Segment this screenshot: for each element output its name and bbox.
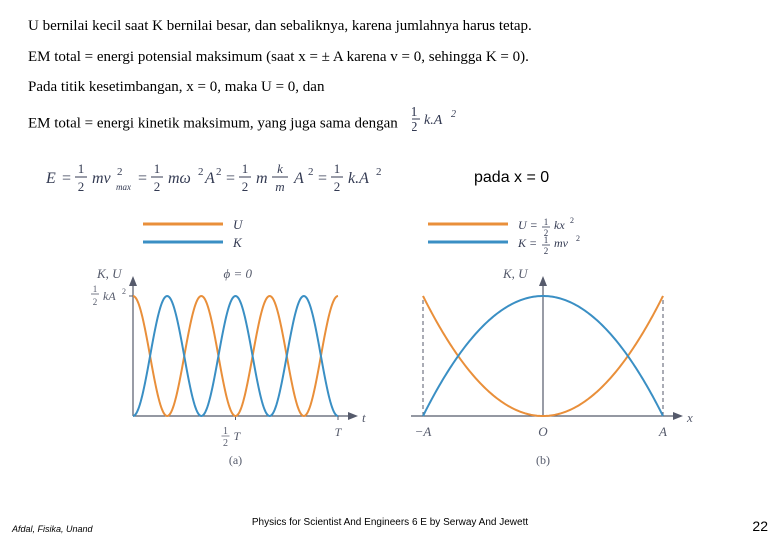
svg-text:1: 1 bbox=[93, 284, 98, 294]
svg-text:2: 2 bbox=[93, 297, 98, 307]
svg-text:2: 2 bbox=[334, 179, 341, 194]
svg-text:mv: mv bbox=[92, 170, 112, 187]
svg-text:2: 2 bbox=[117, 166, 123, 178]
svg-text:1: 1 bbox=[334, 161, 341, 176]
main-equation: E = 1 2 mv 2 max = 1 2 mω 2 A 2 = 1 bbox=[46, 158, 426, 198]
svg-text:A: A bbox=[658, 424, 667, 439]
svg-text:2: 2 bbox=[576, 234, 580, 243]
svg-text:T: T bbox=[335, 425, 343, 439]
svg-text:E: E bbox=[46, 170, 56, 187]
svg-text:m: m bbox=[256, 170, 268, 187]
svg-text:mv: mv bbox=[554, 236, 569, 250]
svg-text:=: = bbox=[318, 170, 327, 187]
svg-text:k.A: k.A bbox=[424, 113, 443, 128]
page-number: 22 bbox=[752, 518, 768, 534]
equation-annotation: pada x = 0 bbox=[474, 169, 549, 187]
svg-text:U: U bbox=[233, 217, 244, 232]
svg-text:1: 1 bbox=[242, 161, 249, 176]
svg-text:t: t bbox=[362, 410, 366, 425]
svg-text:K: K bbox=[232, 235, 243, 250]
svg-text:2: 2 bbox=[242, 179, 249, 194]
svg-text:2: 2 bbox=[308, 166, 314, 178]
svg-text:=: = bbox=[138, 170, 147, 187]
paragraph-2: EM total = energi potensial maksimum (sa… bbox=[28, 43, 752, 72]
svg-text:1: 1 bbox=[544, 235, 549, 245]
svg-text:k: k bbox=[277, 161, 283, 176]
svg-text:2: 2 bbox=[216, 166, 222, 178]
svg-text:U =: U = bbox=[518, 218, 538, 232]
energy-chart: UKU = 12kx2K = 12mv2K, Uϕ = 0t12kA212TT(… bbox=[28, 206, 748, 476]
svg-text:=: = bbox=[226, 170, 235, 187]
svg-text:1: 1 bbox=[544, 217, 549, 227]
svg-text:1: 1 bbox=[412, 105, 418, 120]
svg-text:x: x bbox=[686, 410, 693, 425]
svg-text:2: 2 bbox=[78, 179, 85, 194]
svg-text:2: 2 bbox=[154, 179, 161, 194]
svg-text:1: 1 bbox=[78, 161, 85, 176]
svg-text:2: 2 bbox=[122, 287, 126, 296]
svg-text:2: 2 bbox=[223, 438, 228, 449]
svg-text:1: 1 bbox=[154, 161, 161, 176]
svg-text:O: O bbox=[538, 424, 548, 439]
svg-text:2: 2 bbox=[570, 216, 574, 225]
footer-left: Afdal, Fisika, Unand bbox=[12, 524, 93, 534]
paragraph-4: EM total = energi kinetik maksimum, yang… bbox=[28, 104, 752, 145]
svg-text:T: T bbox=[234, 429, 242, 443]
svg-text:A: A bbox=[204, 170, 215, 187]
svg-text:kA: kA bbox=[103, 289, 116, 303]
main-equation-row: E = 1 2 mv 2 max = 1 2 mω 2 A 2 = 1 bbox=[46, 158, 752, 198]
svg-text:2: 2 bbox=[376, 166, 382, 178]
svg-text:A: A bbox=[293, 170, 304, 187]
svg-text:m: m bbox=[275, 179, 284, 194]
paragraph-1: U bernilai kecil saat K bernilai besar, … bbox=[28, 12, 752, 41]
svg-text:K, U: K, U bbox=[96, 266, 123, 281]
svg-text:(a): (a) bbox=[229, 453, 242, 467]
svg-text:2: 2 bbox=[451, 109, 456, 120]
svg-text:1: 1 bbox=[223, 426, 228, 437]
figure-area: UKU = 12kx2K = 12mv2K, Uϕ = 0t12kA212TT(… bbox=[28, 206, 752, 481]
svg-text:2: 2 bbox=[544, 246, 549, 256]
svg-text:kx: kx bbox=[554, 218, 565, 232]
svg-text:2: 2 bbox=[198, 166, 204, 178]
svg-text:K =: K = bbox=[517, 236, 537, 250]
svg-text:−A: −A bbox=[415, 424, 432, 439]
svg-text:K, U: K, U bbox=[502, 266, 529, 281]
svg-text:mω: mω bbox=[168, 170, 191, 187]
paragraph-3: Pada titik kesetimbangan, x = 0, maka U … bbox=[28, 73, 752, 102]
footer-center: Physics for Scientist And Engineers 6 E … bbox=[252, 517, 528, 528]
svg-text:=: = bbox=[62, 170, 71, 187]
inline-equation: 1 2 k.A 2 bbox=[412, 104, 468, 145]
svg-text:k.A: k.A bbox=[348, 170, 369, 187]
svg-text:max: max bbox=[116, 182, 131, 192]
svg-text:ϕ = 0: ϕ = 0 bbox=[224, 266, 253, 281]
svg-text:2: 2 bbox=[412, 120, 418, 134]
svg-text:(b): (b) bbox=[536, 453, 550, 467]
